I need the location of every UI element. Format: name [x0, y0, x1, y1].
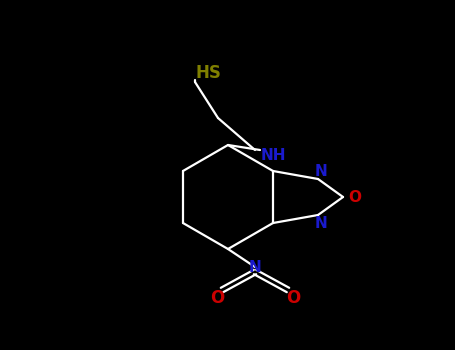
Text: O: O	[286, 289, 300, 307]
Text: N: N	[315, 163, 328, 178]
Text: O: O	[210, 289, 224, 307]
Text: HS: HS	[195, 64, 221, 82]
Text: NH: NH	[260, 147, 286, 162]
Text: N: N	[315, 216, 328, 231]
Text: N: N	[248, 259, 261, 274]
Text: O: O	[349, 189, 362, 204]
